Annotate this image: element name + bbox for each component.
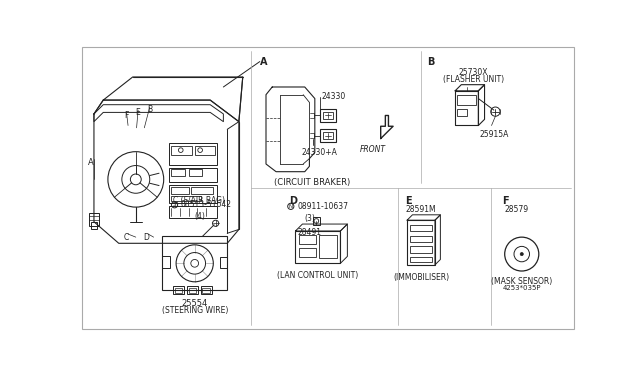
- Bar: [91, 222, 97, 230]
- Text: 25730X: 25730X: [459, 68, 488, 77]
- Text: C: C: [124, 232, 129, 241]
- Text: E: E: [136, 108, 141, 117]
- Text: F: F: [502, 196, 509, 206]
- Bar: [298, 235, 316, 244]
- Bar: [298, 248, 316, 257]
- Bar: [296, 231, 340, 263]
- Bar: [162, 256, 170, 268]
- Text: 24330: 24330: [322, 92, 346, 102]
- Bar: [320, 109, 336, 122]
- Bar: [458, 95, 476, 106]
- Text: (LAN CONTROL UNIT): (LAN CONTROL UNIT): [277, 271, 358, 280]
- Text: 25554: 25554: [182, 299, 208, 308]
- Bar: [189, 288, 196, 293]
- Bar: [410, 246, 432, 253]
- Bar: [172, 187, 189, 194]
- Text: (CIRCUIT BRAKER): (CIRCUIT BRAKER): [275, 178, 351, 187]
- Bar: [220, 257, 227, 268]
- Bar: [323, 132, 333, 140]
- Bar: [173, 286, 184, 294]
- Text: 28491: 28491: [297, 228, 321, 237]
- Text: 25915A: 25915A: [479, 130, 509, 139]
- Text: (FLASHER UNIT): (FLASHER UNIT): [443, 76, 504, 84]
- Bar: [410, 225, 432, 231]
- Bar: [162, 236, 227, 290]
- Text: (4): (4): [195, 212, 205, 221]
- Text: 28579: 28579: [505, 205, 529, 214]
- Text: A: A: [260, 57, 268, 67]
- Text: B: B: [428, 57, 435, 67]
- Bar: [202, 288, 210, 293]
- Text: D: D: [289, 196, 297, 206]
- Text: F: F: [124, 111, 129, 120]
- Bar: [410, 235, 432, 242]
- Bar: [407, 220, 435, 265]
- Bar: [175, 288, 182, 293]
- Bar: [191, 187, 212, 194]
- Text: 08513-51642: 08513-51642: [180, 200, 232, 209]
- Text: FRONT: FRONT: [360, 145, 386, 154]
- Bar: [169, 206, 217, 218]
- Bar: [169, 185, 217, 203]
- Bar: [189, 169, 202, 176]
- Bar: [458, 109, 467, 116]
- Bar: [201, 286, 212, 294]
- Bar: [195, 145, 215, 155]
- Bar: [320, 129, 336, 142]
- Text: 28591M: 28591M: [406, 205, 436, 214]
- Bar: [90, 212, 99, 226]
- Text: C (F/AIR BAG): C (F/AIR BAG): [173, 196, 225, 205]
- Bar: [312, 217, 320, 225]
- Bar: [169, 168, 217, 182]
- Bar: [172, 169, 186, 176]
- Bar: [187, 286, 198, 294]
- Text: 4253*035P: 4253*035P: [502, 285, 541, 291]
- Circle shape: [520, 253, 524, 256]
- Text: (IMMOBILISER): (IMMOBILISER): [393, 273, 449, 282]
- Text: A: A: [88, 158, 93, 167]
- Bar: [172, 196, 201, 201]
- Bar: [169, 143, 217, 165]
- Text: 24330+A: 24330+A: [301, 148, 337, 157]
- Text: (MASK SENSOR): (MASK SENSOR): [491, 277, 552, 286]
- Text: N: N: [289, 204, 293, 209]
- Bar: [319, 235, 337, 258]
- Text: 08911-10637: 08911-10637: [297, 202, 348, 211]
- Text: B: B: [147, 105, 152, 114]
- Text: E: E: [406, 196, 412, 206]
- Text: S: S: [173, 202, 176, 207]
- Text: (STEERING WIRE): (STEERING WIRE): [161, 307, 228, 315]
- Bar: [172, 145, 191, 155]
- Text: (3): (3): [305, 214, 316, 223]
- Bar: [323, 112, 333, 119]
- Bar: [410, 257, 432, 262]
- Text: D: D: [143, 232, 149, 241]
